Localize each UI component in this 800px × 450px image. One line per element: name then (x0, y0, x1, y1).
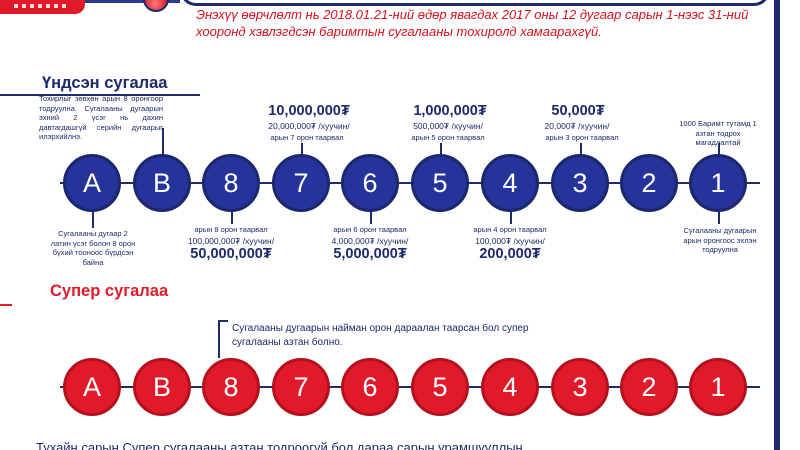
main-ball-b: B (133, 154, 191, 212)
prize-3-per-winner: 20,000₮ /хуучин/ (544, 121, 610, 131)
main-ball-7: 7 (272, 154, 330, 212)
note-bottom-right: Сугалааны дугаарын арын оронгоос эхлэн т… (683, 226, 757, 254)
prize-3-amount: 50,000₮ (551, 103, 605, 119)
prize-8-per-winner: 100,000,000₮ /хуучин/ (187, 236, 275, 246)
prize-6-match: арын 6 орон таарвал (333, 225, 407, 234)
note-bottom-left: Сугалааны дугаар 2 латин үсэг болон 8 ор… (50, 229, 136, 267)
stem-1-bottom (718, 210, 720, 224)
super-ball-b: B (133, 358, 191, 416)
stem-4 (510, 210, 512, 224)
super-note-stem (218, 320, 220, 358)
prize-5-match: арын 5 орон таарвал (411, 133, 485, 142)
super-ball-3: 3 (551, 358, 609, 416)
super-ball-7: 7 (272, 358, 330, 416)
main-ball-6: 6 (341, 154, 399, 212)
main-ball-3: 3 (551, 154, 609, 212)
logo (0, 0, 85, 14)
note-top-right: 1000 Баримт тутамд 1 азтан тодрох магадл… (679, 119, 757, 147)
super-ball-2: 2 (620, 358, 678, 416)
logo-circle-icon (143, 0, 169, 12)
main-section-title: Үндсэн сугалаа (42, 74, 168, 92)
prize-4-per-winner: 100,000₮ /хуучин/ (475, 236, 545, 246)
prize-3-match: арын 3 орон таарвал (545, 133, 619, 142)
notice-text: Энэхүү өөрчлөлт нь 2018.01.21-ний өдөр я… (196, 7, 749, 39)
main-ball-1: 1 (689, 154, 747, 212)
prize-4-match: арын 4 орон таарвал (473, 225, 547, 234)
stem-b (162, 128, 164, 156)
prize-7-amount: 10,000,000₮ (268, 103, 350, 119)
main-ball-5: 5 (411, 154, 469, 212)
stem-a (92, 210, 94, 228)
super-title-underline (0, 304, 12, 306)
footer-text: Тухайн сарын Супер сугалааны азтан тодро… (36, 440, 523, 450)
stem-7 (301, 143, 303, 156)
header-bar (85, 0, 180, 3)
main-title-underline (0, 94, 200, 96)
main-ball-a: A (63, 154, 121, 212)
prize-4-amount: 200,000₮ (479, 246, 541, 262)
main-ball-4: 4 (481, 154, 539, 212)
stem-8 (231, 210, 233, 224)
super-ball-5: 5 (411, 358, 469, 416)
prize-6-amount: 5,000,000₮ (333, 246, 407, 262)
prize-8-match: арын 8 орон таарвал (194, 225, 268, 234)
super-note-connector (218, 320, 228, 322)
super-row-line (60, 386, 760, 388)
stem-6 (370, 210, 372, 224)
super-section-title: Супер сугалаа (50, 282, 169, 300)
super-ball-8: 8 (202, 358, 260, 416)
stem-3 (580, 143, 582, 156)
right-frame (774, 0, 780, 450)
prize-7-match: арын 7 орон таарвал (270, 133, 344, 142)
note-top-left: Тохирлыг зөвхөн арын 8 оронгоор тодруулн… (39, 94, 163, 141)
super-ball-1: 1 (689, 358, 747, 416)
main-ball-8: 8 (202, 154, 260, 212)
prize-8-amount: 50,000,000₮ (190, 246, 272, 262)
main-ball-2: 2 (620, 154, 678, 212)
super-note: Сугалааны дугаарын найман орон дараалан … (232, 323, 529, 348)
prize-5-per-winner: 500,000₮ /хуучин/ (413, 121, 483, 131)
super-ball-4: 4 (481, 358, 539, 416)
prize-7-per-winner: 20,000,000₮ /хуучин/ (268, 121, 350, 131)
prize-6-per-winner: 4,000,000₮ /хуучин/ (331, 236, 409, 246)
prize-5-amount: 1,000,000₮ (413, 103, 487, 119)
main-row-line (60, 182, 760, 184)
stem-5 (440, 143, 442, 156)
stem-1-top (718, 143, 720, 156)
super-ball-a: A (63, 358, 121, 416)
super-ball-6: 6 (341, 358, 399, 416)
